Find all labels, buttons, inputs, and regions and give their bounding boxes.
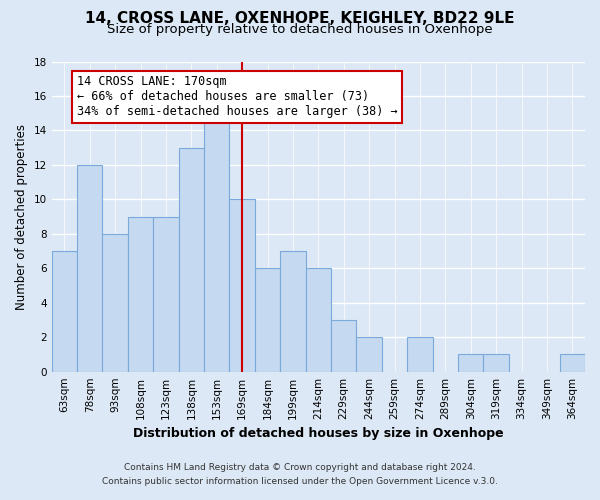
- Bar: [128, 216, 153, 372]
- Text: 14, CROSS LANE, OXENHOPE, KEIGHLEY, BD22 9LE: 14, CROSS LANE, OXENHOPE, KEIGHLEY, BD22…: [85, 11, 515, 26]
- Bar: [255, 268, 280, 372]
- Y-axis label: Number of detached properties: Number of detached properties: [15, 124, 28, 310]
- Bar: [560, 354, 585, 372]
- X-axis label: Distribution of detached houses by size in Oxenhope: Distribution of detached houses by size …: [133, 427, 503, 440]
- Bar: [484, 354, 509, 372]
- Bar: [77, 165, 103, 372]
- Bar: [356, 337, 382, 372]
- Text: 14 CROSS LANE: 170sqm
← 66% of detached houses are smaller (73)
34% of semi-deta: 14 CROSS LANE: 170sqm ← 66% of detached …: [77, 76, 398, 118]
- Text: Size of property relative to detached houses in Oxenhope: Size of property relative to detached ho…: [107, 22, 493, 36]
- Text: Contains public sector information licensed under the Open Government Licence v.: Contains public sector information licen…: [102, 477, 498, 486]
- Bar: [331, 320, 356, 372]
- Bar: [153, 216, 179, 372]
- Bar: [229, 200, 255, 372]
- Bar: [458, 354, 484, 372]
- Bar: [280, 251, 305, 372]
- Bar: [103, 234, 128, 372]
- Bar: [305, 268, 331, 372]
- Text: Contains HM Land Registry data © Crown copyright and database right 2024.: Contains HM Land Registry data © Crown c…: [124, 464, 476, 472]
- Bar: [179, 148, 204, 372]
- Bar: [407, 337, 433, 372]
- Bar: [204, 113, 229, 372]
- Bar: [52, 251, 77, 372]
